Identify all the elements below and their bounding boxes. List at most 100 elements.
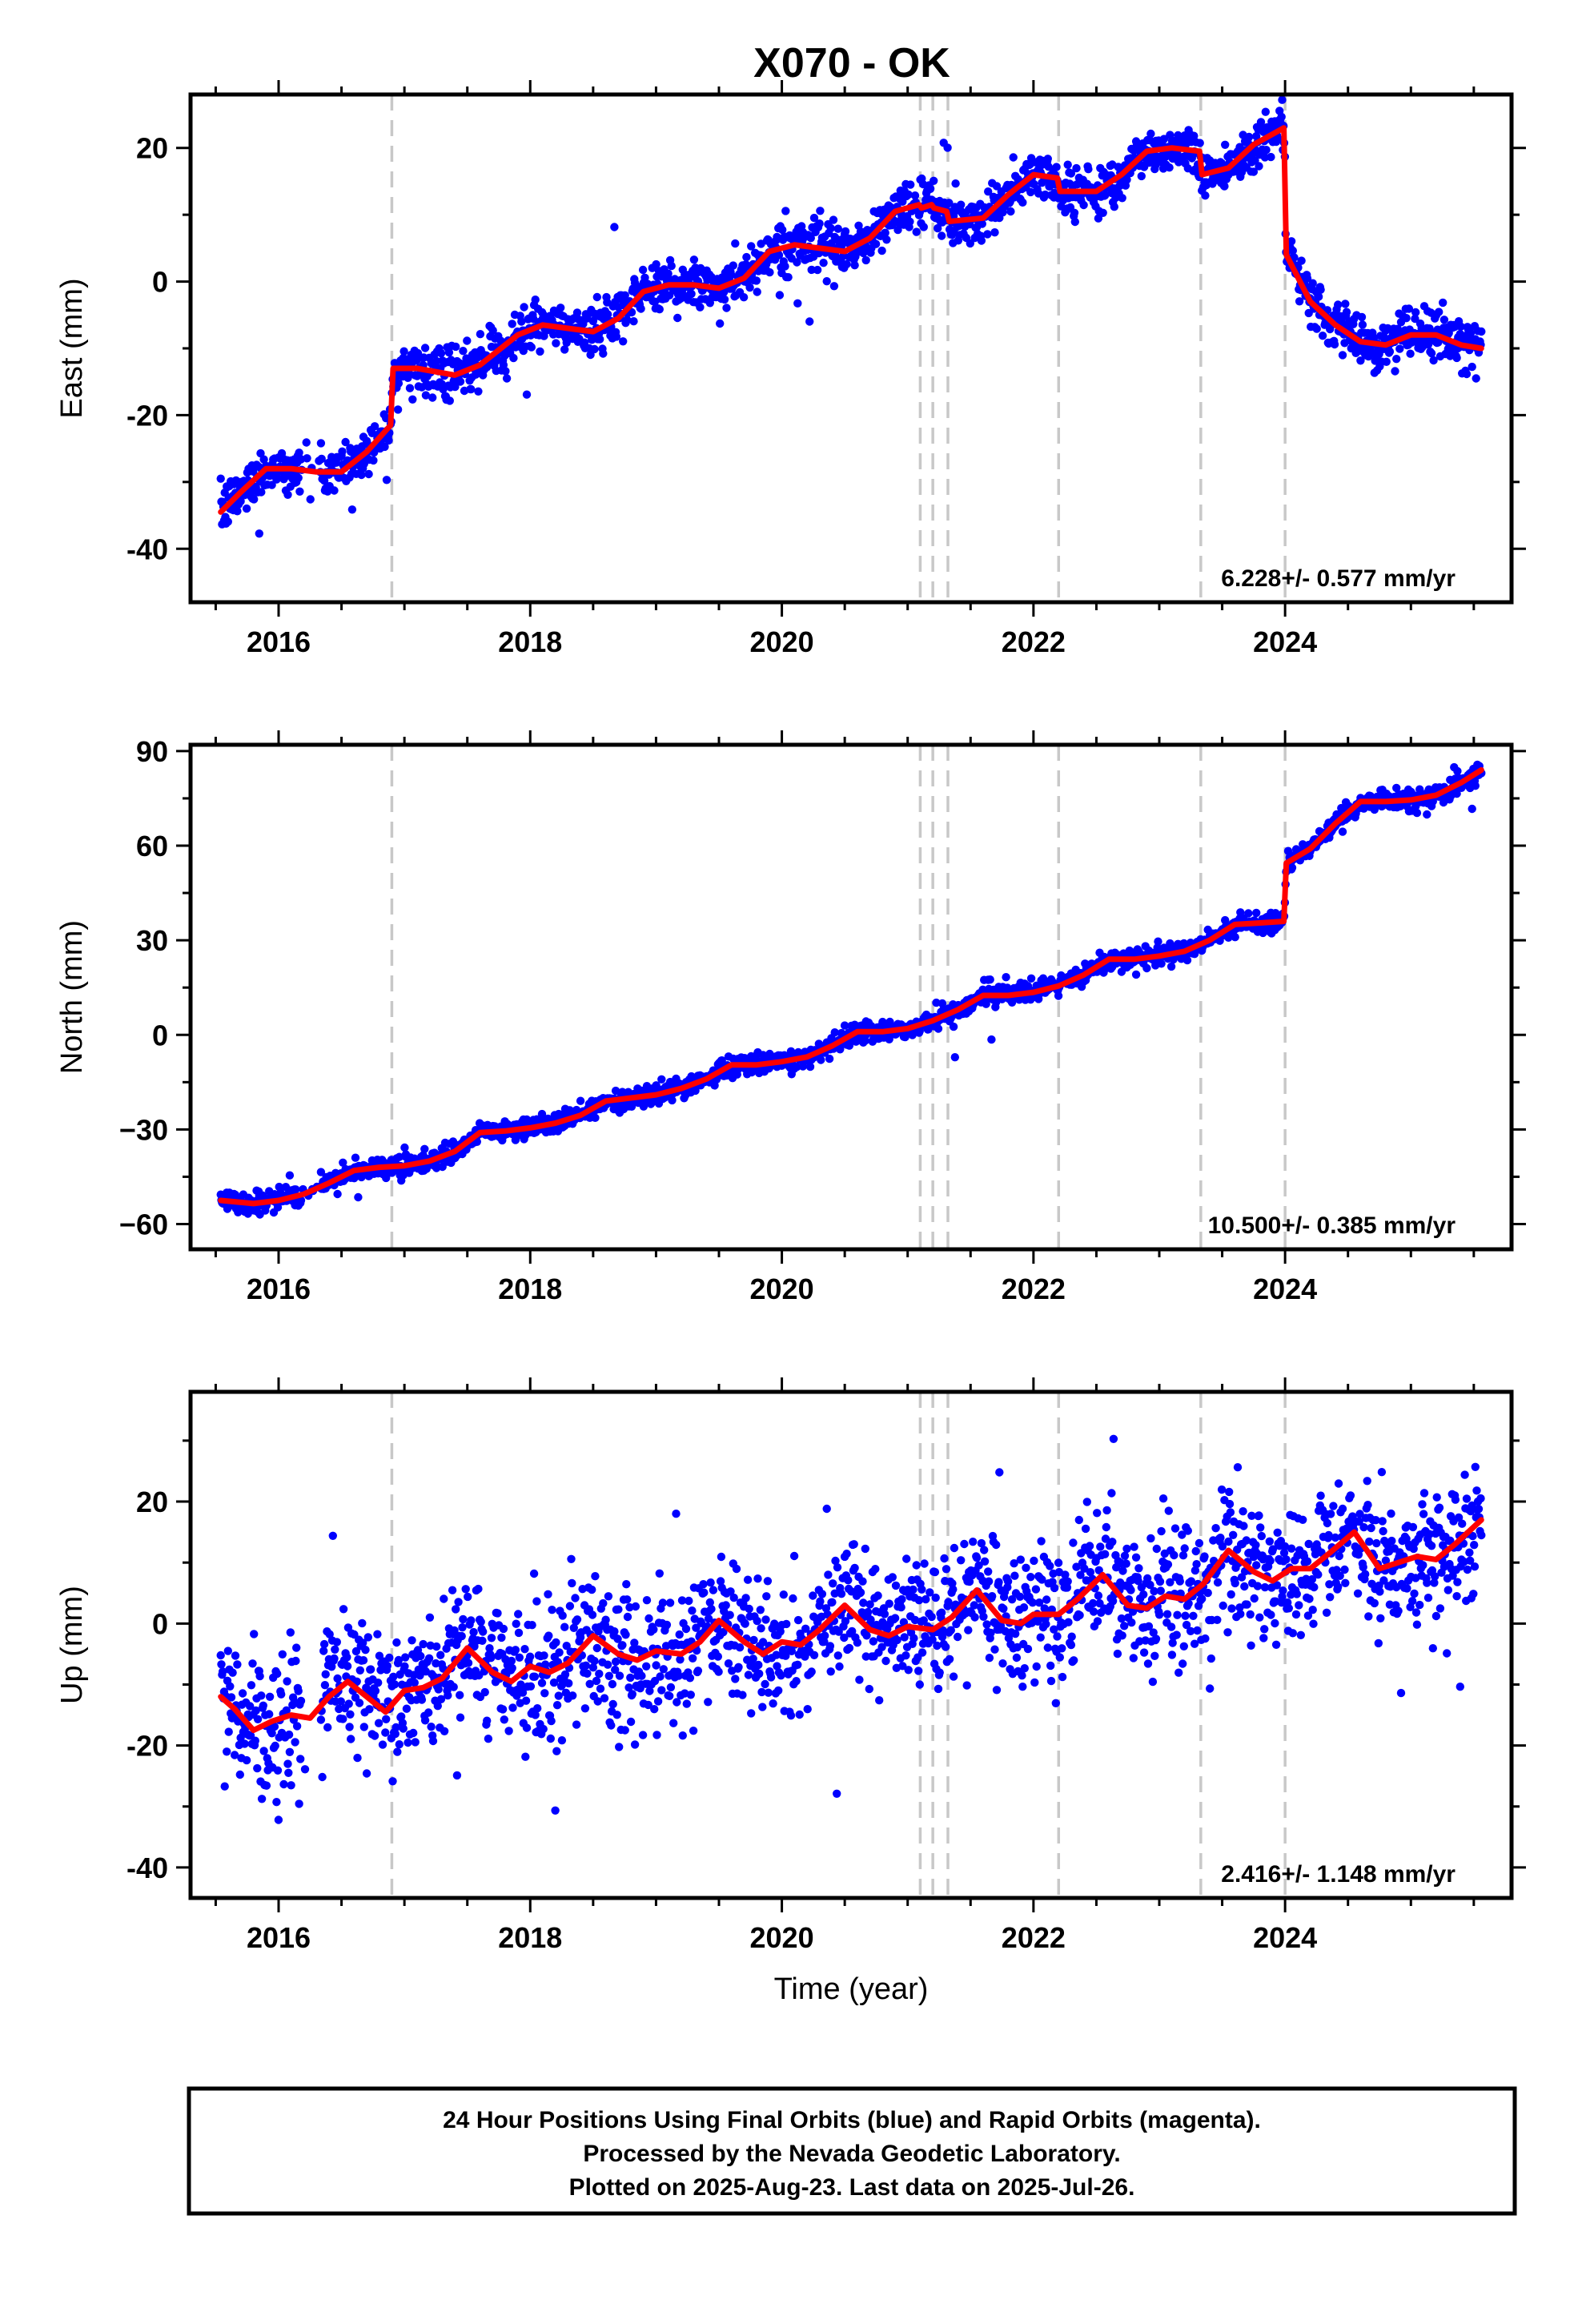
data-point bbox=[983, 230, 992, 239]
data-point bbox=[399, 1724, 408, 1733]
data-point bbox=[893, 225, 902, 235]
data-point bbox=[558, 1611, 567, 1620]
data-point bbox=[592, 1643, 601, 1653]
data-point bbox=[1297, 256, 1306, 265]
data-point bbox=[353, 1753, 362, 1763]
data-point bbox=[781, 207, 790, 215]
data-point bbox=[1468, 362, 1476, 372]
data-point bbox=[917, 1585, 926, 1594]
data-point bbox=[382, 476, 391, 485]
data-point bbox=[333, 1189, 342, 1199]
data-points-up bbox=[216, 1434, 1486, 1824]
data-point bbox=[685, 1596, 693, 1606]
data-point bbox=[756, 1606, 765, 1614]
data-point bbox=[638, 265, 648, 275]
data-point bbox=[1411, 308, 1420, 317]
data-point bbox=[897, 1594, 906, 1604]
data-point bbox=[369, 456, 378, 465]
data-point bbox=[699, 1580, 708, 1589]
data-point bbox=[529, 1569, 539, 1578]
data-point bbox=[300, 1765, 310, 1774]
data-point bbox=[657, 1686, 666, 1695]
data-point bbox=[1462, 369, 1472, 379]
data-point bbox=[782, 1619, 791, 1629]
data-point bbox=[901, 1651, 910, 1660]
data-point bbox=[572, 1615, 582, 1624]
data-point bbox=[793, 1615, 803, 1625]
data-point bbox=[380, 442, 389, 452]
data-point bbox=[592, 292, 601, 302]
data-point bbox=[226, 1682, 235, 1691]
data-point bbox=[821, 1631, 829, 1640]
data-point bbox=[231, 1651, 240, 1660]
data-point bbox=[537, 1679, 547, 1687]
data-point bbox=[793, 1660, 802, 1669]
data-point bbox=[1456, 322, 1465, 331]
data-point bbox=[615, 1671, 624, 1680]
data-point bbox=[668, 1096, 677, 1105]
data-point bbox=[540, 1651, 548, 1660]
data-point bbox=[476, 330, 485, 339]
data-point bbox=[544, 1631, 553, 1640]
data-point bbox=[488, 326, 497, 335]
data-point bbox=[809, 213, 819, 223]
data-point bbox=[863, 1607, 873, 1617]
data-point bbox=[285, 1171, 295, 1180]
data-point bbox=[637, 1671, 646, 1680]
data-point bbox=[572, 308, 582, 317]
data-point bbox=[444, 1691, 452, 1700]
data-point bbox=[825, 1054, 834, 1063]
data-point bbox=[1006, 207, 1015, 216]
data-point bbox=[865, 1684, 874, 1694]
data-point bbox=[484, 1735, 493, 1743]
data-point bbox=[251, 1736, 259, 1745]
data-point bbox=[1252, 908, 1261, 918]
data-point bbox=[603, 1660, 612, 1669]
data-point bbox=[1288, 246, 1298, 255]
data-point bbox=[1277, 112, 1286, 122]
data-point bbox=[906, 180, 915, 189]
data-point bbox=[479, 1627, 488, 1636]
data-point bbox=[809, 1651, 819, 1659]
data-point bbox=[267, 480, 276, 489]
data-point bbox=[285, 1747, 295, 1756]
data-point bbox=[370, 448, 379, 457]
data-point bbox=[869, 1637, 878, 1646]
data-point bbox=[420, 344, 430, 352]
data-point bbox=[548, 1606, 556, 1614]
data-point bbox=[1468, 804, 1476, 814]
data-point bbox=[339, 1715, 347, 1723]
data-point bbox=[286, 1628, 295, 1637]
data-point bbox=[247, 1681, 256, 1690]
data-point bbox=[467, 384, 476, 394]
data-point bbox=[717, 1056, 726, 1065]
data-point bbox=[271, 1741, 279, 1751]
data-point bbox=[942, 1565, 951, 1574]
data-point bbox=[338, 447, 347, 456]
data-point bbox=[806, 234, 815, 243]
data-point bbox=[599, 1598, 608, 1608]
data-point bbox=[873, 1591, 882, 1600]
data-point bbox=[849, 1540, 858, 1549]
data-point bbox=[370, 1731, 379, 1740]
data-point bbox=[319, 1639, 329, 1649]
data-point bbox=[248, 1659, 257, 1668]
data-point bbox=[1383, 324, 1392, 333]
data-point bbox=[656, 1672, 665, 1681]
data-point bbox=[841, 227, 850, 236]
data-point bbox=[427, 1723, 436, 1731]
data-point bbox=[565, 1602, 575, 1610]
data-point bbox=[347, 505, 357, 514]
data-point bbox=[987, 1035, 996, 1044]
x-tick-label: 2020 bbox=[750, 1273, 814, 1305]
data-point bbox=[265, 1710, 274, 1719]
data-point bbox=[332, 1638, 341, 1647]
data-point bbox=[743, 1575, 753, 1584]
data-point bbox=[693, 1667, 703, 1675]
data-point bbox=[957, 200, 966, 209]
data-point bbox=[402, 1704, 412, 1713]
data-point bbox=[902, 1554, 911, 1563]
data-point bbox=[223, 1647, 232, 1655]
data-point bbox=[1249, 167, 1259, 176]
